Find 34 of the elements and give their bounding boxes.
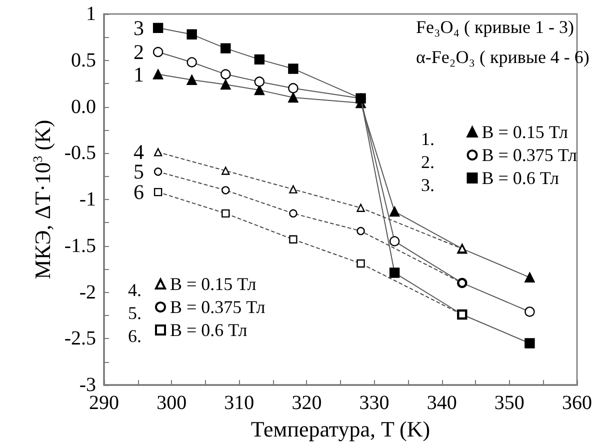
- annotation: 6.: [128, 326, 142, 346]
- y-tick-label: -2: [79, 281, 96, 304]
- x-tick-label: 320: [292, 392, 322, 414]
- y-tick-label: -1: [79, 188, 96, 210]
- annotation: 1: [134, 62, 144, 86]
- y-tick-label: -1.5: [64, 234, 96, 257]
- annotation: 2: [134, 40, 144, 64]
- x-tick-label: 330: [359, 392, 390, 414]
- annotation: 1.: [421, 129, 434, 149]
- annotation: 3.: [421, 175, 434, 195]
- x-tick-label: 350: [494, 392, 524, 414]
- legend-label: B = 0.15 Тл: [170, 274, 261, 294]
- annotation: 4.: [128, 280, 142, 300]
- annotation: 5.: [128, 303, 142, 323]
- annotation: 2.: [421, 152, 434, 172]
- y-tick-label: -0.5: [64, 142, 96, 164]
- legend-label: B = 0.375 Тл: [170, 297, 270, 317]
- legend-label: B = 0.6 Тл: [170, 320, 252, 340]
- y-tick-label: 0.5: [71, 49, 96, 72]
- x-tick-label: 300: [156, 392, 187, 414]
- y-tick-label: 0.0: [71, 96, 96, 118]
- legend-label: B = 0.6 Тл: [482, 168, 560, 188]
- legend-label: B = 0.15 Тл: [482, 122, 568, 142]
- annotation: Fe₃O₄ ( кривые 1 - 3): [416, 17, 574, 37]
- y-axis-title: МКЭ, ΔT·103 (K): [30, 120, 55, 280]
- y-tick-label: -2.5: [64, 328, 96, 350]
- x-tick-label: 340: [426, 392, 457, 414]
- annotation: 3: [134, 16, 144, 40]
- y-tick-label: 1: [86, 3, 96, 25]
- annotation: α-Fe₂O₃ ( кривые 4 - 6): [416, 47, 590, 67]
- legend-label: B = 0.375 Тл: [482, 145, 578, 165]
- x-tick-label: 360: [562, 392, 592, 414]
- x-tick-label: 310: [224, 392, 254, 414]
- x-axis-title: Температура, T (K): [250, 416, 430, 442]
